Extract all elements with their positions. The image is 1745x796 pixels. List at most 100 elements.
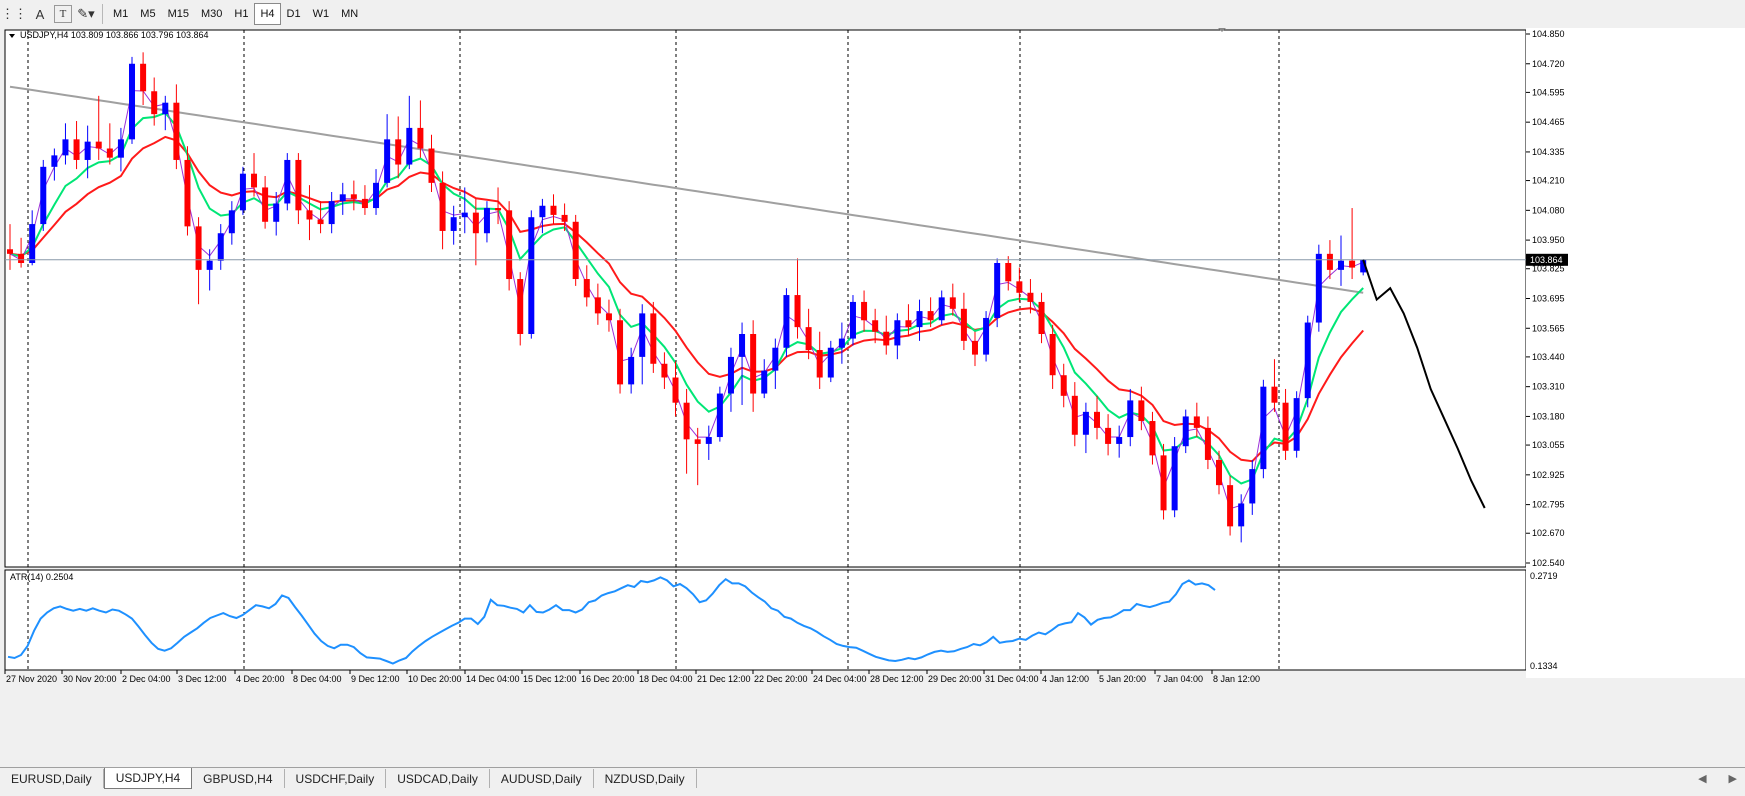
price-tick-label: 102.795 xyxy=(1532,500,1565,510)
chart-tab-usdchf-daily[interactable]: USDCHF,Daily xyxy=(285,769,387,788)
current-price-tag xyxy=(1526,253,1568,266)
timeframe-h1-button[interactable]: H1 xyxy=(234,8,249,20)
price-tick-label: 102.540 xyxy=(1532,558,1565,568)
time-tick-label: 27 Nov 2020 xyxy=(6,674,57,684)
candle-body xyxy=(1260,386,1267,470)
chart-shift-marker-icon[interactable] xyxy=(1218,28,1226,32)
chart-tab-audusd-daily[interactable]: AUDUSD,Daily xyxy=(490,769,594,788)
ma-slow-line xyxy=(9,135,1364,463)
candle-body xyxy=(949,297,956,309)
candle-body xyxy=(339,194,346,202)
scroll-left-icon[interactable]: ◀ xyxy=(1698,773,1707,785)
time-tick-label: 4 Jan 12:00 xyxy=(1042,674,1089,684)
candle-body xyxy=(838,338,845,348)
candle-body xyxy=(117,139,124,158)
candle-body xyxy=(95,141,102,149)
candle-body xyxy=(140,63,147,92)
candle-body xyxy=(617,320,624,385)
timeframe-m5-button[interactable]: M5 xyxy=(140,8,156,20)
candle-body xyxy=(561,214,568,222)
candle-body xyxy=(1293,398,1300,451)
price-tick-label: 103.180 xyxy=(1532,411,1565,421)
time-tick-label: 31 Dec 04:00 xyxy=(985,674,1039,684)
time-tick-label: 10 Dec 20:00 xyxy=(408,674,462,684)
price-tick-label: 103.825 xyxy=(1532,264,1565,274)
candle-body xyxy=(472,212,479,234)
price-tick-label: 104.850 xyxy=(1532,29,1565,39)
time-tick-label: 18 Dec 04:00 xyxy=(639,674,693,684)
timeframe-m1-button[interactable]: M1 xyxy=(113,8,129,20)
candle-body xyxy=(861,301,868,321)
time-tick-label: 2 Dec 04:00 xyxy=(122,674,171,684)
candle-body xyxy=(73,139,80,160)
time-tick-label: 30 Nov 20:00 xyxy=(63,674,117,684)
candle-body xyxy=(284,159,291,204)
timeframe-h4-button[interactable]: H4 xyxy=(254,3,281,25)
candle-body xyxy=(406,127,413,165)
candle-body xyxy=(816,350,823,378)
time-tick-label: 9 Dec 12:00 xyxy=(351,674,400,684)
candle-body xyxy=(262,187,269,222)
candle-body xyxy=(106,148,113,158)
candle-body xyxy=(927,311,934,321)
candle-body xyxy=(971,340,978,355)
candle-body xyxy=(173,102,180,160)
candle-body xyxy=(750,333,757,394)
candle-body xyxy=(1093,411,1100,428)
candle-body xyxy=(694,439,701,444)
current-price-label: 103.864 xyxy=(1530,255,1563,265)
chart-area[interactable]: 104.850 104.720 104.595 104.465 104.335 104.2… xyxy=(0,28,1745,767)
candle-body xyxy=(461,212,468,218)
candle-body xyxy=(506,210,513,280)
candle-body xyxy=(1149,421,1156,456)
candle-body xyxy=(84,141,91,160)
candle-body xyxy=(1216,459,1223,486)
candle-body xyxy=(1204,427,1211,460)
chart-tab-gbpusd-h4[interactable]: GBPUSD,H4 xyxy=(192,769,285,788)
symbol-info: USDJPY,H4 103.809 103.866 103.796 103.86… xyxy=(20,30,209,40)
candle-body xyxy=(883,331,890,346)
candle-body xyxy=(872,320,879,332)
candle-body xyxy=(1160,455,1167,511)
grid-tool-icon[interactable]: ⋮⋮ xyxy=(1,6,27,21)
chart-tab-eurusd-daily[interactable]: EURUSD,Daily xyxy=(0,769,104,788)
candle-body xyxy=(1116,437,1123,444)
candle-body xyxy=(1249,469,1256,504)
candle-body xyxy=(1071,395,1078,435)
timeframe-mn-button[interactable]: MN xyxy=(341,8,359,20)
candle-body xyxy=(428,148,435,183)
candle-body xyxy=(672,377,679,403)
text-tool-icon[interactable]: A xyxy=(35,6,45,22)
collapse-triangle-icon[interactable] xyxy=(9,34,15,38)
candle-body xyxy=(483,208,490,234)
price-tick-label: 102.670 xyxy=(1532,528,1565,538)
candle-body xyxy=(994,263,1001,318)
price-tick-label: 102.925 xyxy=(1532,470,1565,480)
text-label-tool-icon[interactable]: T xyxy=(54,5,72,23)
time-tick-label: 24 Dec 04:00 xyxy=(813,674,867,684)
candle-body xyxy=(239,173,246,211)
shapes-tool-icon[interactable]: ✎▾ xyxy=(77,6,95,21)
timeframe-m15-button[interactable]: M15 xyxy=(167,8,189,20)
candle-body xyxy=(1082,411,1089,435)
candle-body xyxy=(1005,263,1012,282)
tab-scroll: ◀ ▶ xyxy=(1698,772,1737,785)
candle-body xyxy=(251,173,258,188)
time-tick-label: 21 Dec 12:00 xyxy=(697,674,751,684)
scroll-right-icon[interactable]: ▶ xyxy=(1728,773,1737,785)
timeframe-m30-button[interactable]: M30 xyxy=(200,8,223,20)
timeframe-w1-button[interactable]: W1 xyxy=(312,8,330,20)
candle-body xyxy=(772,347,779,371)
atr-label: ATR(14) 0.2504 xyxy=(10,572,73,582)
chart-tab-nzdusd-daily[interactable]: NZDUSD,Daily xyxy=(594,769,697,788)
candle-body xyxy=(1105,427,1112,444)
chart-tab-usdcad-daily[interactable]: USDCAD,Daily xyxy=(386,769,490,788)
atr-bottom-value: 0.1334 xyxy=(1530,661,1558,671)
candle-body xyxy=(805,327,812,351)
candle-body xyxy=(783,295,790,348)
chart-tab-usdjpy-h4[interactable]: USDJPY,H4 xyxy=(103,768,193,789)
timeframe-d1-button[interactable]: D1 xyxy=(286,8,301,20)
candle-body xyxy=(1315,253,1322,323)
timeframe-bar: M1 M5 M15 M30 H1 H4 D1 W1 MN xyxy=(107,3,364,25)
candle-body xyxy=(184,159,191,227)
